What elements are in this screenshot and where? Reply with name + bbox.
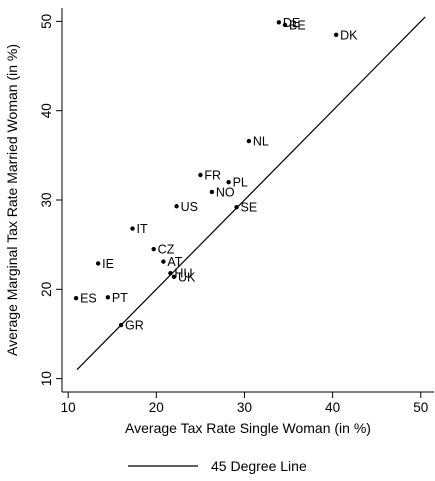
data-point-it: IT bbox=[130, 222, 148, 236]
data-point-se: SE bbox=[234, 201, 257, 215]
y-tick-label: 30 bbox=[39, 192, 54, 207]
data-point-pt: PT bbox=[105, 291, 128, 305]
point-marker bbox=[276, 20, 282, 25]
x-tick-label: 40 bbox=[325, 400, 340, 415]
point-label: AT bbox=[167, 255, 182, 269]
data-point-es: ES bbox=[73, 292, 97, 306]
point-label: ES bbox=[80, 292, 97, 306]
point-label: PT bbox=[112, 291, 128, 305]
point-marker bbox=[174, 204, 179, 209]
point-label: PL bbox=[233, 176, 248, 190]
data-point-hu: HU bbox=[168, 267, 192, 281]
point-label: GR bbox=[125, 319, 144, 333]
point-marker bbox=[333, 32, 339, 37]
y-tick-label: 50 bbox=[39, 14, 54, 29]
data-point-be: BE bbox=[282, 18, 306, 32]
point-marker bbox=[130, 226, 135, 231]
data-point-no: NO bbox=[209, 185, 235, 199]
point-marker bbox=[234, 204, 239, 210]
data-point-dk: DK bbox=[333, 28, 358, 42]
point-marker bbox=[282, 22, 288, 28]
point-label: DE bbox=[283, 16, 300, 30]
y-tick-label: 20 bbox=[39, 282, 54, 297]
data-point-us: US bbox=[174, 200, 198, 214]
data-point-de: DE bbox=[276, 16, 300, 30]
data-point-cz: CZ bbox=[151, 243, 175, 257]
point-label: NL bbox=[253, 135, 269, 149]
x-tick-label: 10 bbox=[61, 400, 76, 415]
point-label: SE bbox=[241, 201, 258, 215]
data-point-ie: IE bbox=[95, 257, 114, 271]
point-marker bbox=[118, 322, 124, 328]
point-label: DK bbox=[340, 28, 358, 42]
point-label: HU bbox=[174, 267, 192, 281]
legend: 45 Degree Line bbox=[128, 458, 307, 474]
point-marker bbox=[209, 189, 215, 195]
point-marker bbox=[226, 179, 231, 185]
x-tick-label: 50 bbox=[413, 400, 428, 415]
point-label: IT bbox=[137, 222, 148, 236]
point-marker bbox=[95, 261, 101, 266]
point-label: CZ bbox=[158, 243, 175, 257]
x-tick-label: 30 bbox=[237, 400, 252, 415]
data-point-pl: PL bbox=[226, 176, 248, 190]
point-label: IE bbox=[102, 257, 114, 271]
point-marker bbox=[171, 274, 177, 279]
y-tick-label: 10 bbox=[39, 371, 54, 386]
point-marker bbox=[168, 271, 173, 276]
x-axis-title: Average Tax Rate Single Woman (in %) bbox=[125, 420, 371, 436]
point-label: BE bbox=[289, 18, 306, 32]
legend-label: 45 Degree Line bbox=[211, 458, 307, 474]
point-marker bbox=[105, 295, 111, 300]
data-point-uk: UK bbox=[171, 270, 196, 284]
y-tick-label: 40 bbox=[39, 103, 54, 118]
y-axis-title: Average Marginal Tax Rate Married Woman … bbox=[4, 44, 20, 356]
point-label: UK bbox=[178, 270, 196, 284]
data-point-nl: NL bbox=[246, 135, 269, 149]
point-marker bbox=[246, 138, 252, 144]
point-label: US bbox=[181, 200, 198, 214]
reference-line-45-degree bbox=[76, 16, 426, 371]
point-label: FR bbox=[204, 168, 221, 182]
data-point-fr: FR bbox=[198, 168, 221, 182]
data-point-at: AT bbox=[161, 255, 183, 269]
point-marker bbox=[73, 296, 79, 301]
point-label: NO bbox=[216, 185, 235, 199]
data-point-gr: GR bbox=[118, 319, 144, 333]
x-tick-label: 20 bbox=[149, 400, 164, 415]
axis-ticks: 10 20 30 40 50 10 20 30 40 50 bbox=[39, 14, 428, 415]
point-marker bbox=[151, 246, 156, 252]
point-marker bbox=[198, 172, 203, 178]
point-marker bbox=[161, 259, 166, 264]
